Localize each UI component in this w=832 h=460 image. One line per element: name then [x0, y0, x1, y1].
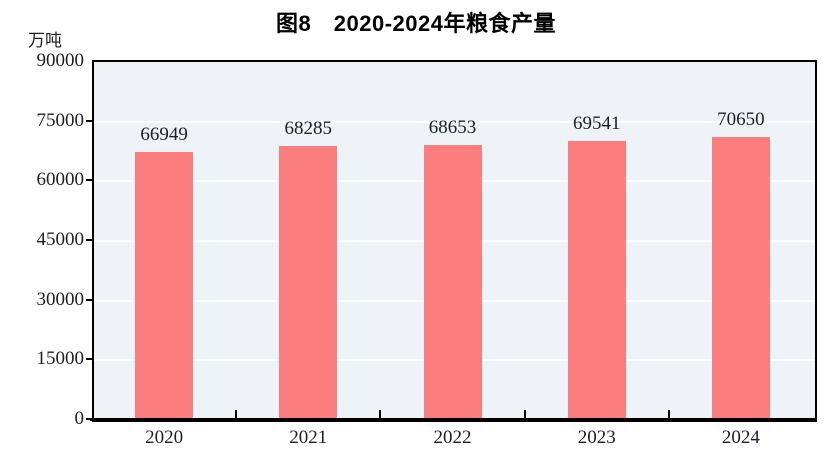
- y-axis-tick: [86, 298, 93, 301]
- gridline: [94, 120, 815, 123]
- x-axis-tick: [523, 410, 526, 419]
- bar-value-label: 69541: [572, 113, 621, 135]
- bar-2022: [423, 144, 482, 418]
- y-tick-label: 30000: [36, 288, 85, 310]
- x-tick-label: 2021: [289, 427, 328, 448]
- x-tick-label: 2023: [577, 427, 616, 448]
- y-tick-label: 60000: [36, 169, 85, 191]
- y-axis-tick: [86, 418, 93, 420]
- bar-2020: [135, 151, 194, 418]
- x-tick-label: 2024: [721, 427, 760, 448]
- y-tick-label: 75000: [36, 109, 85, 131]
- x-axis-line: [90, 418, 815, 421]
- y-tick-label: 0: [74, 408, 85, 429]
- x-axis-tick: [667, 410, 670, 419]
- y-tick-label: 90000: [36, 50, 85, 71]
- x-tick-label: 2020: [145, 427, 184, 448]
- y-axis-tick: [86, 358, 93, 361]
- x-tick-label: 2022: [433, 427, 472, 448]
- y-tick-label: 15000: [36, 348, 85, 370]
- bar-2023: [567, 141, 626, 418]
- y-axis-unit-label: 万吨: [28, 31, 62, 50]
- y-axis-tick: [86, 239, 93, 241]
- y-axis-tick: [86, 179, 93, 182]
- x-axis-tick: [379, 410, 382, 419]
- bar-value-label: 70650: [717, 108, 765, 130]
- chart-title: 图8 2020-2024年粮食产量: [276, 11, 556, 36]
- bar-value-label: 68285: [284, 118, 333, 140]
- bar-value-label: 68653: [428, 116, 477, 138]
- y-axis-tick: [86, 119, 93, 122]
- bar-2021: [279, 146, 338, 418]
- y-tick-label: 45000: [36, 229, 85, 250]
- bar-2024: [711, 136, 770, 418]
- x-axis-tick: [235, 410, 238, 419]
- bar-value-label: 66949: [140, 123, 188, 145]
